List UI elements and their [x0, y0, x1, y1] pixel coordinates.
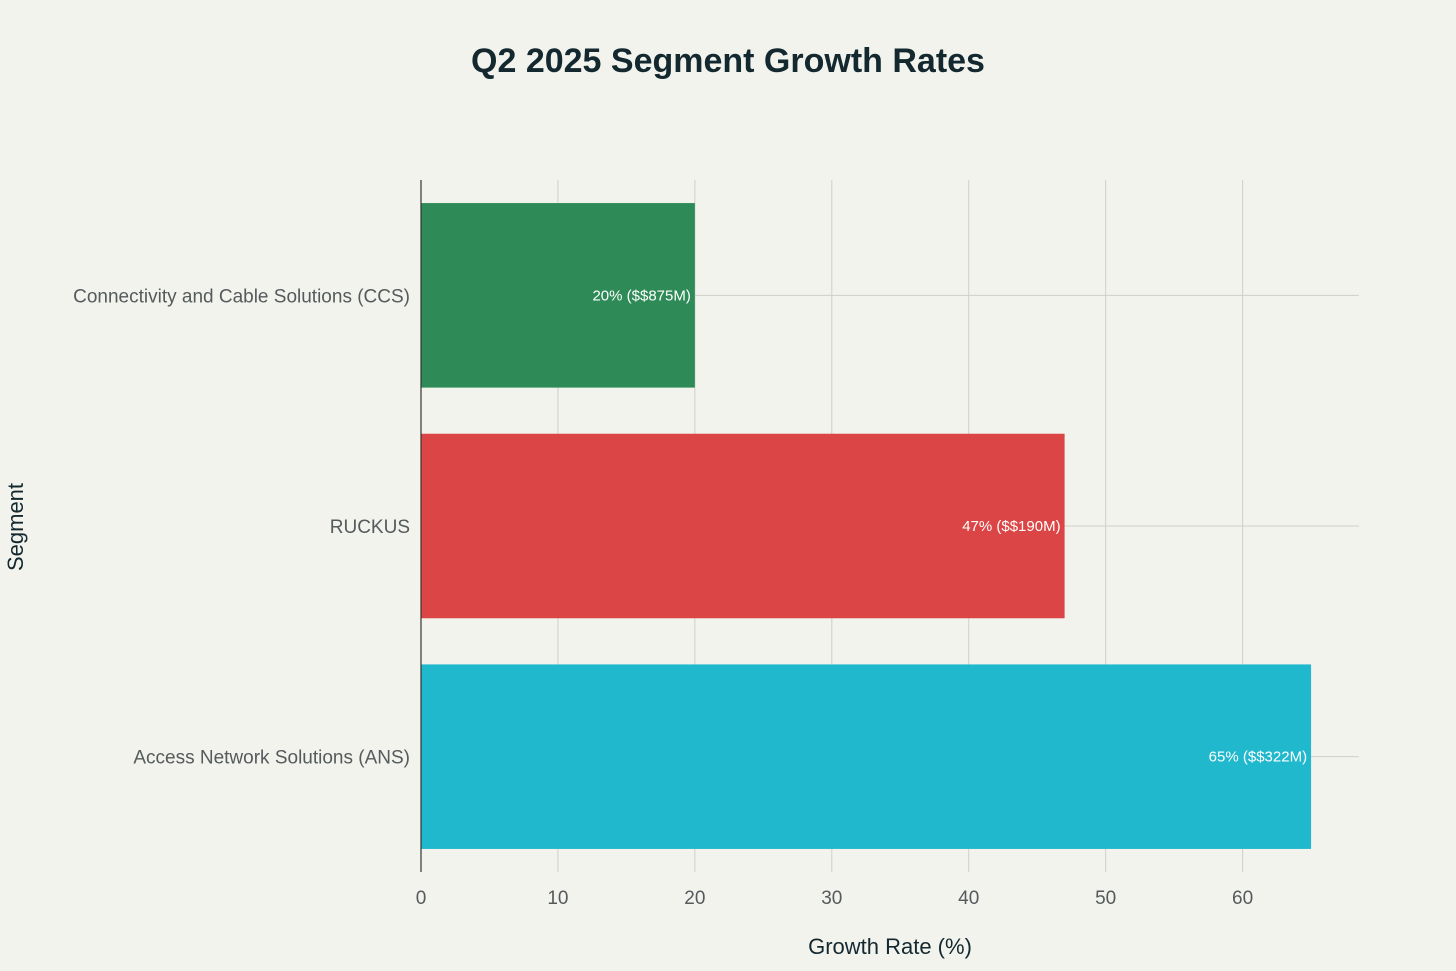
data-labels: 20% ($$875M) 47% ($$190M) 65% ($$322M) — [592, 287, 1307, 765]
data-label-1: 47% ($$190M) — [962, 518, 1060, 535]
category-labels: Connectivity and Cable Solutions (CCS) RU… — [73, 286, 410, 768]
category-label-2: Access Network Solutions (ANS) — [133, 748, 410, 769]
x-tick-label-5: 50 — [1095, 888, 1116, 909]
category-label-1: RUCKUS — [330, 517, 410, 538]
x-tick-label-3: 30 — [821, 888, 842, 909]
x-tick-label-1: 10 — [547, 888, 568, 909]
data-label-0: 20% ($$875M) — [592, 287, 690, 304]
x-tick-labels: 0 10 20 30 40 50 60 — [416, 888, 1253, 909]
y-axis-title: Segment — [3, 483, 28, 571]
bar-0 — [421, 203, 695, 388]
data-label-2: 65% ($$322M) — [1209, 749, 1307, 766]
x-axis-title: Growth Rate (%) — [808, 934, 972, 959]
bars — [421, 203, 1312, 849]
chart-title: Q2 2025 Segment Growth Rates — [471, 42, 985, 80]
bar-1 — [421, 433, 1065, 619]
x-tick-label-4: 40 — [958, 888, 979, 909]
category-label-0: Connectivity and Cable Solutions (CCS) — [73, 286, 410, 307]
bar-2 — [421, 664, 1312, 849]
x-tick-label-2: 20 — [684, 888, 705, 909]
x-tick-label-0: 0 — [416, 888, 427, 909]
x-tick-label-6: 60 — [1232, 888, 1253, 909]
